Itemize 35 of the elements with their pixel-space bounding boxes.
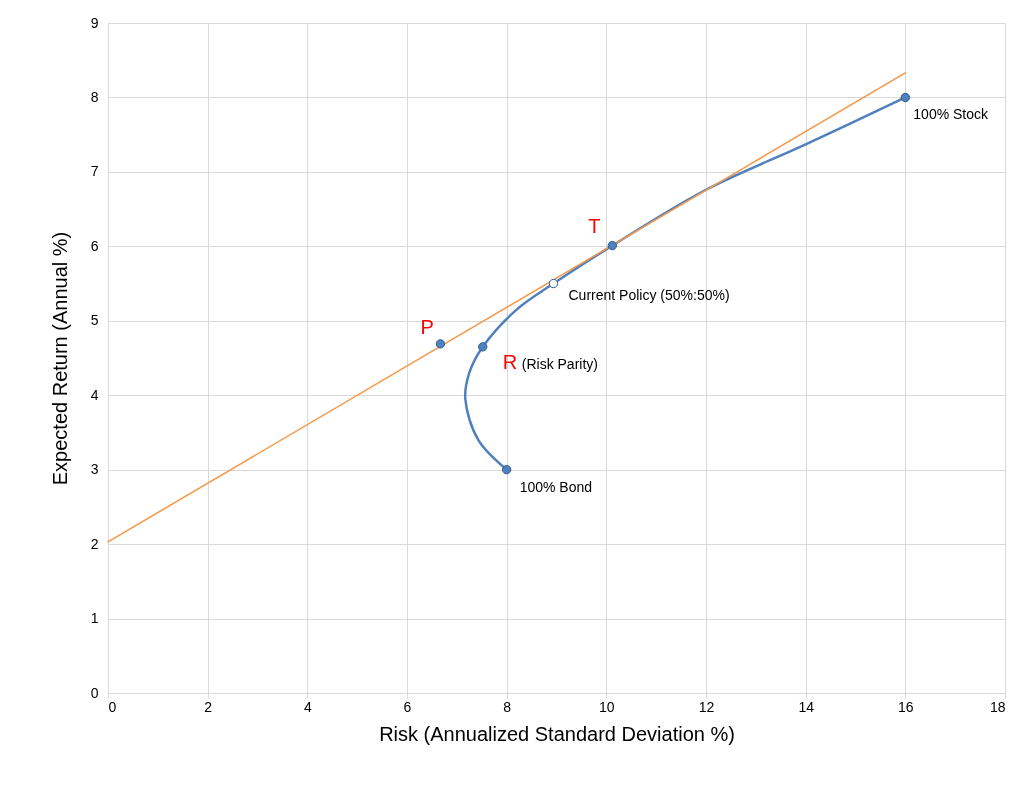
y-tick-label: 9 bbox=[90, 14, 99, 31]
point bbox=[478, 342, 488, 352]
x-tick-label: 8 bbox=[503, 698, 512, 715]
x-tick-label: 10 bbox=[599, 698, 615, 715]
x-tick-label: 14 bbox=[798, 698, 815, 715]
annotation: T bbox=[588, 214, 601, 237]
x-tick-label: 12 bbox=[698, 698, 715, 715]
point bbox=[548, 278, 559, 289]
y-tick-label: 8 bbox=[90, 88, 99, 105]
y-tick-label: 5 bbox=[90, 312, 99, 329]
annotation: (Risk Parity) bbox=[521, 355, 598, 372]
x-axis-title: Risk (Annualized Standard Deviation %) bbox=[379, 722, 735, 745]
y-tick-label: 4 bbox=[90, 386, 99, 403]
annotation: P bbox=[420, 315, 434, 338]
point bbox=[435, 339, 446, 349]
y-tick-label: 0 bbox=[90, 684, 99, 701]
y-axis-title: Expected Return (Annual %) bbox=[48, 231, 71, 486]
annotation: 100% Bond bbox=[519, 478, 593, 495]
point bbox=[501, 464, 512, 475]
x-tick-label: 18 bbox=[989, 698, 1006, 715]
annotation: 100% Stock bbox=[913, 106, 990, 123]
annotation: Current Policy (50%:50%) bbox=[568, 286, 730, 303]
y-tick-label: 6 bbox=[90, 237, 99, 254]
y-tick-label: 2 bbox=[90, 535, 99, 552]
x-tick-label: 4 bbox=[303, 698, 312, 715]
x-tick-label: 16 bbox=[898, 698, 914, 715]
annotation: R bbox=[502, 350, 518, 373]
y-tick-label: 7 bbox=[90, 163, 99, 180]
x-tick-label: 6 bbox=[403, 698, 412, 715]
y-tick-label: 3 bbox=[90, 461, 99, 478]
x-tick-label: 2 bbox=[204, 698, 213, 715]
point bbox=[607, 240, 617, 251]
y-tick-label: 1 bbox=[90, 610, 99, 627]
x-tick-label: 0 bbox=[108, 698, 117, 715]
point bbox=[900, 92, 911, 103]
